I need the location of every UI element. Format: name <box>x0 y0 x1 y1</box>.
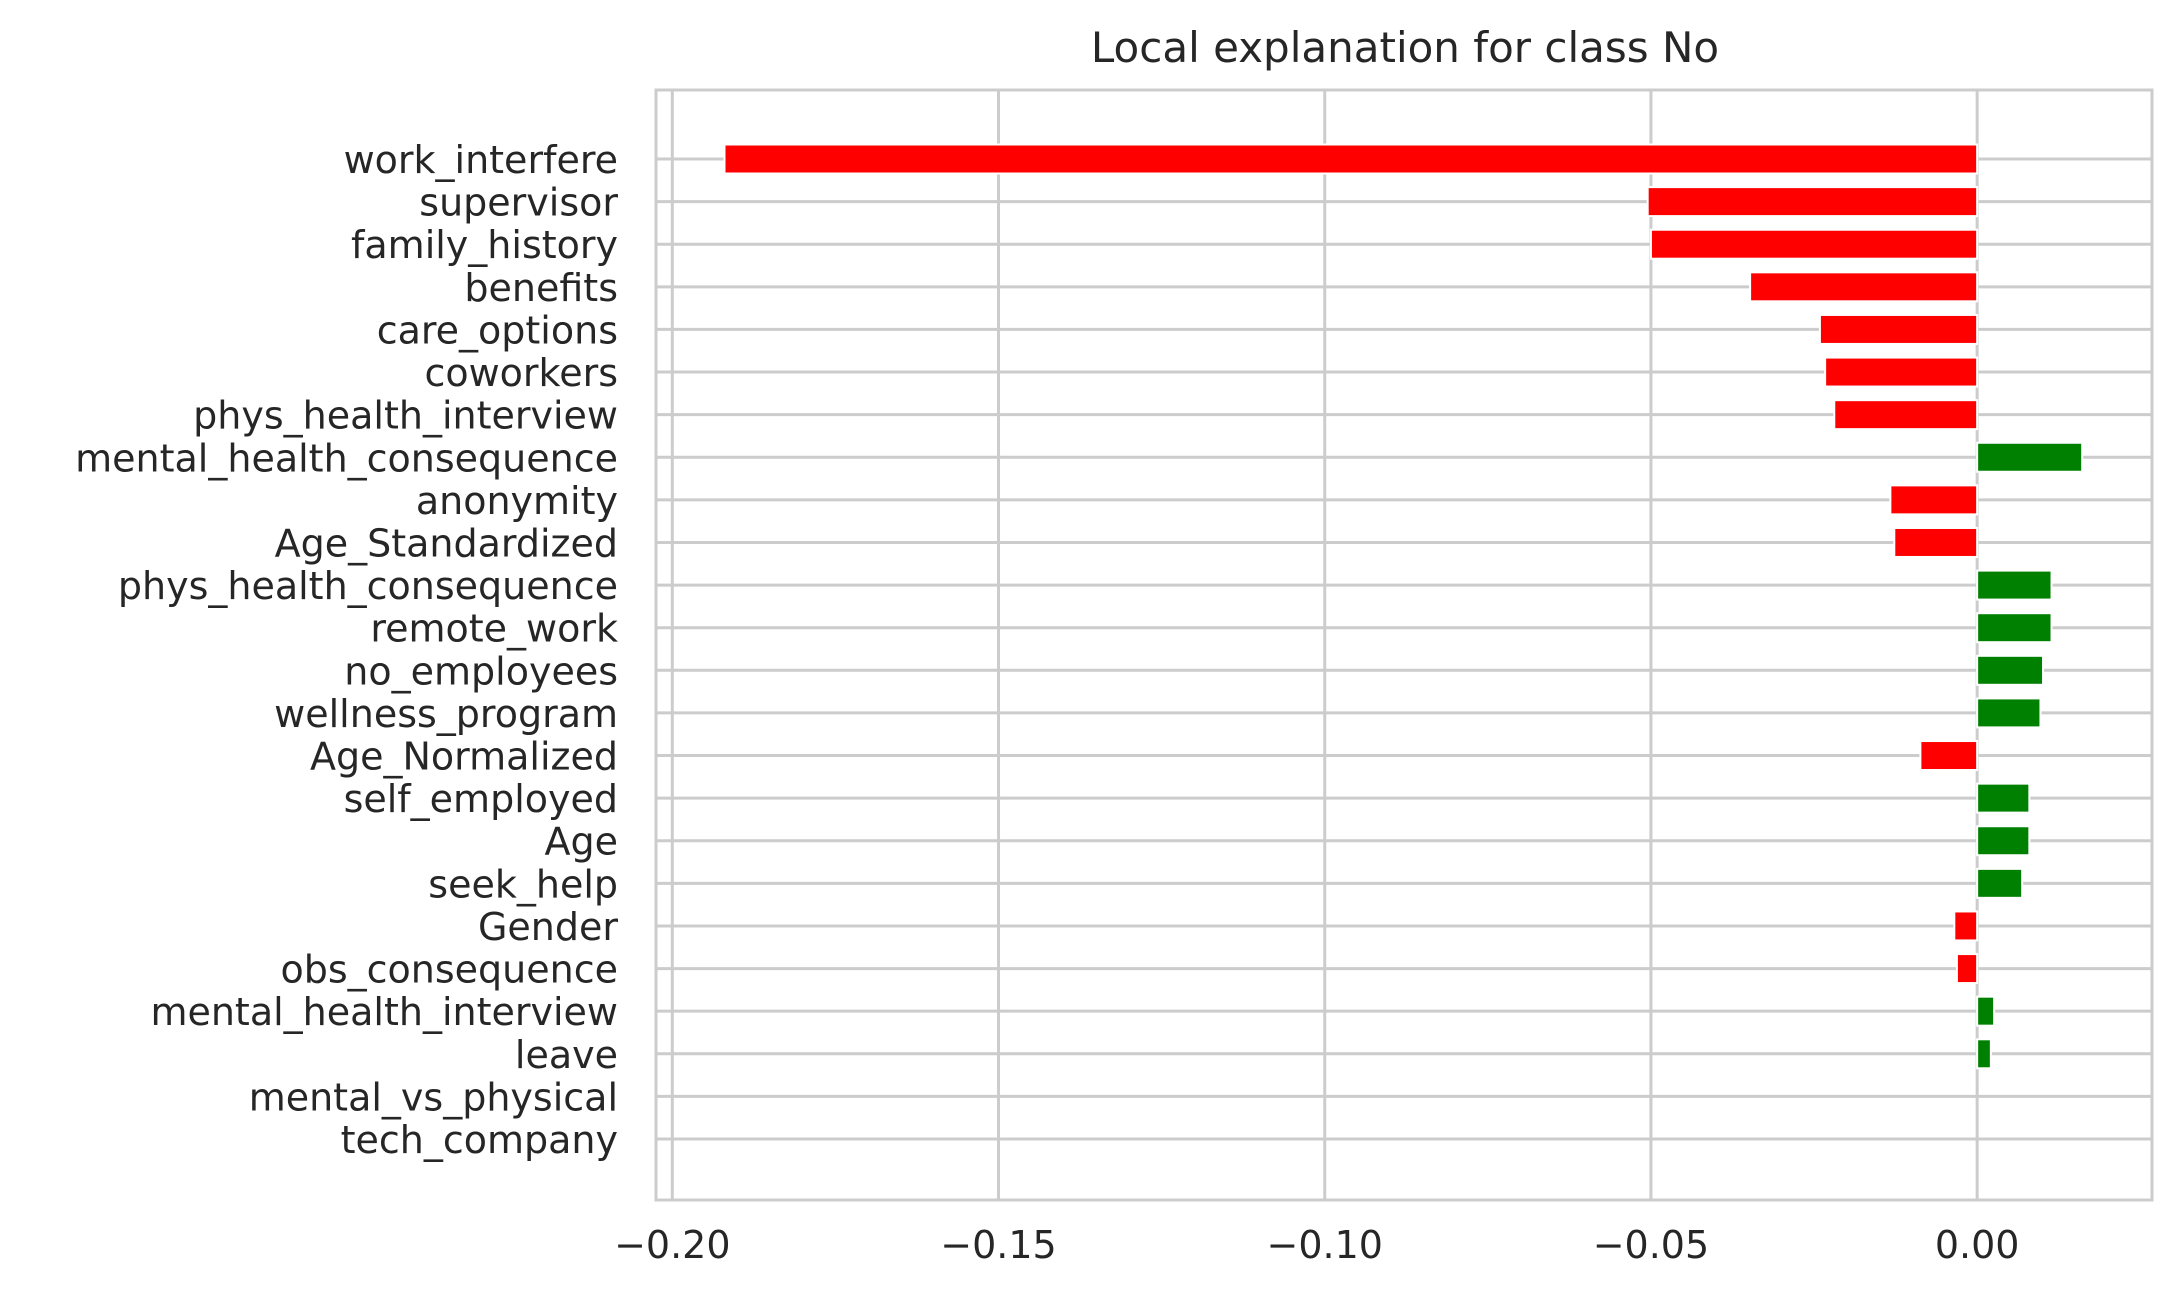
x-tick-label: −0.20 <box>614 1223 730 1267</box>
category-label: wellness_program <box>274 692 618 736</box>
category-label: anonymity <box>416 479 618 523</box>
bar-benefits <box>1749 271 1979 303</box>
category-label: mental_health_interview <box>150 990 618 1034</box>
bar-no-employees <box>1976 654 2045 686</box>
bar-leave <box>1976 1038 1992 1070</box>
bar-age-normalized <box>1919 740 1979 772</box>
bar-age-standardized <box>1893 526 1979 558</box>
bar-age <box>1976 825 2031 857</box>
bar-supervisor <box>1646 186 1979 218</box>
category-label: Age <box>545 820 619 864</box>
bar-mental-health-interview <box>1976 995 1996 1027</box>
category-label: mental_vs_physical <box>249 1075 618 1119</box>
x-tick-label: 0.00 <box>1935 1223 2020 1267</box>
bar-obs-consequence <box>1955 953 1979 985</box>
bar-remote-work <box>1976 612 2053 644</box>
category-label: self_employed <box>344 777 618 821</box>
bar-work-interfere <box>723 143 1979 175</box>
category-label: family_history <box>351 223 618 267</box>
category-label: benefits <box>464 266 618 310</box>
bar-seek-help <box>1976 867 2024 899</box>
bar-phys-health-consequence <box>1976 569 2053 601</box>
category-label: coworkers <box>424 351 618 395</box>
category-label: mental_health_consequence <box>75 436 618 480</box>
category-label: seek_help <box>428 862 618 906</box>
category-label: no_employees <box>344 649 618 693</box>
bar-phys-health-interview <box>1833 399 1979 431</box>
category-label: work_interfere <box>344 138 618 182</box>
category-label: care_options <box>377 308 618 352</box>
bar-gender <box>1953 910 1979 942</box>
category-label: Age_Standardized <box>275 521 618 565</box>
bar-mental-health-consequence <box>1976 441 2084 473</box>
category-label: obs_consequence <box>280 948 618 992</box>
x-tick-label: −0.05 <box>1593 1223 1709 1267</box>
category-labels: work_interferesupervisorfamily_historybe… <box>75 138 618 1162</box>
category-label: phys_health_interview <box>193 394 618 438</box>
category-label: leave <box>515 1033 618 1077</box>
category-label: Gender <box>478 905 618 949</box>
chart-title: Local explanation for class No <box>1091 23 1719 72</box>
bar-wellness-program <box>1976 697 2042 729</box>
category-label: tech_company <box>341 1118 618 1162</box>
category-label: remote_work <box>370 607 618 651</box>
bar-anonymity <box>1889 484 1979 516</box>
bars-layer <box>723 143 2084 1070</box>
bar-care-options <box>1818 313 1979 345</box>
x-tick-label: −0.15 <box>940 1223 1056 1267</box>
category-label: supervisor <box>419 181 618 225</box>
bar-self-employed <box>1976 782 2031 814</box>
x-tick-label: −0.10 <box>1267 1223 1383 1267</box>
bar-family-history <box>1649 228 1979 260</box>
bar-coworkers <box>1824 356 1979 388</box>
category-label: Age_Normalized <box>310 735 618 779</box>
category-label: phys_health_consequence <box>118 564 618 608</box>
axes-frame <box>654 88 2154 1202</box>
x-tick-labels: −0.20 −0.15 −0.10 −0.05 0.00 <box>614 1223 2019 1267</box>
